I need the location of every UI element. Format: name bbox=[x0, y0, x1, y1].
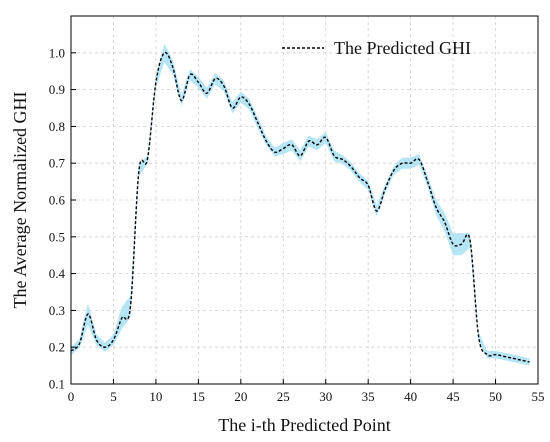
y-axis: 0.1 0.2 0.3 0.4 0.5 0.6 0.7 0.8 0.9 1.0 bbox=[49, 45, 76, 392]
legend: The Predicted GHI bbox=[282, 38, 471, 58]
x-tick-label: 25 bbox=[277, 389, 290, 404]
x-tick-label: 10 bbox=[149, 389, 162, 404]
x-axis: 0 5 10 15 20 25 30 35 40 45 50 55 bbox=[68, 379, 545, 404]
y-tick-label: 0.6 bbox=[49, 193, 66, 208]
x-tick-label: 40 bbox=[404, 389, 417, 404]
x-tick-label: 20 bbox=[234, 389, 247, 404]
y-tick-label: 0.4 bbox=[49, 266, 66, 281]
y-tick-label: 0.9 bbox=[49, 82, 65, 97]
x-tick-label: 35 bbox=[362, 389, 375, 404]
x-axis-title: The i-th Predicted Point bbox=[218, 415, 390, 435]
y-tick-label: 0.1 bbox=[49, 377, 65, 392]
y-tick-label: 0.7 bbox=[49, 156, 66, 171]
y-tick-label: 0.8 bbox=[49, 119, 65, 134]
y-tick-label: 1.0 bbox=[49, 45, 65, 60]
x-tick-label: 30 bbox=[319, 389, 332, 404]
x-tick-label: 0 bbox=[68, 389, 75, 404]
y-tick-label: 0.3 bbox=[49, 303, 65, 318]
y-axis-title: The Average Normalized GHI bbox=[10, 91, 30, 308]
x-tick-label: 45 bbox=[447, 389, 460, 404]
series-line bbox=[70, 51, 530, 363]
x-tick-label: 15 bbox=[192, 389, 205, 404]
x-tick-label: 55 bbox=[532, 389, 545, 404]
series-line-group bbox=[70, 51, 530, 363]
x-tick-label: 50 bbox=[489, 389, 502, 404]
y-tick-label: 0.2 bbox=[49, 340, 65, 355]
plot-area bbox=[71, 16, 538, 384]
legend-label: The Predicted GHI bbox=[334, 38, 471, 58]
x-tick-label: 5 bbox=[110, 389, 117, 404]
y-tick-label: 0.5 bbox=[49, 229, 65, 244]
